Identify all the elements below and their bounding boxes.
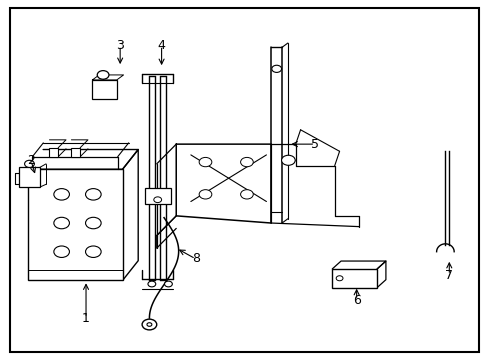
- Circle shape: [147, 323, 152, 326]
- Circle shape: [335, 276, 342, 281]
- Text: 3: 3: [116, 39, 124, 52]
- Circle shape: [281, 155, 295, 165]
- Text: 2: 2: [27, 154, 35, 167]
- Circle shape: [154, 197, 161, 203]
- Text: 4: 4: [157, 39, 165, 52]
- Circle shape: [199, 157, 211, 167]
- Text: 1: 1: [82, 311, 90, 325]
- Circle shape: [271, 65, 281, 72]
- Circle shape: [240, 157, 253, 167]
- Circle shape: [85, 246, 101, 257]
- Bar: [92, 80, 117, 99]
- Bar: [19, 167, 40, 187]
- Circle shape: [54, 217, 69, 229]
- Circle shape: [54, 189, 69, 200]
- Circle shape: [24, 160, 34, 167]
- Bar: [27, 169, 122, 280]
- Circle shape: [85, 189, 101, 200]
- Circle shape: [148, 281, 156, 287]
- Circle shape: [199, 190, 211, 199]
- Circle shape: [164, 281, 172, 287]
- Circle shape: [97, 71, 109, 79]
- Text: 6: 6: [352, 294, 360, 307]
- Circle shape: [240, 190, 253, 199]
- Bar: [331, 269, 376, 288]
- Bar: [144, 188, 170, 204]
- Bar: [71, 148, 80, 157]
- Text: 5: 5: [310, 138, 319, 150]
- Text: 8: 8: [191, 252, 199, 265]
- Circle shape: [85, 217, 101, 229]
- Circle shape: [54, 246, 69, 257]
- Circle shape: [142, 319, 157, 330]
- Text: 7: 7: [445, 269, 452, 282]
- Bar: [49, 148, 58, 157]
